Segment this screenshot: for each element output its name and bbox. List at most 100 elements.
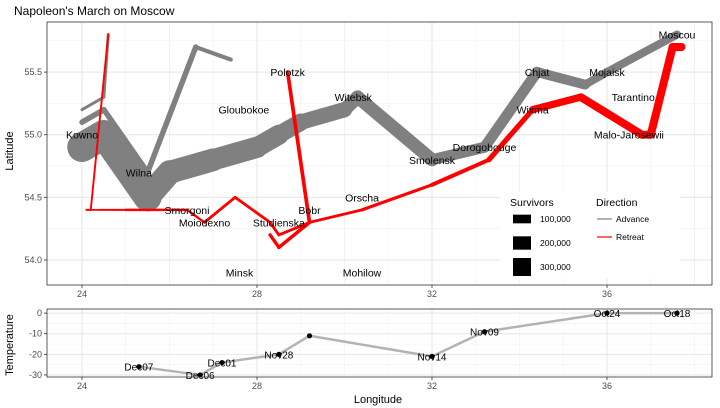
temperature-panel: 24 28 32 36 0 -10 -20 -30 Oct18 Oct24 Nov09 Nov14 No…	[29, 308, 713, 391]
city-label: Gloubokoe	[218, 105, 269, 117]
advance-path-segment	[602, 30, 682, 77]
retreat-path-segment	[233, 195, 272, 224]
retreat-path-segment	[277, 220, 312, 250]
temperature-point	[429, 353, 435, 359]
temp-x-tick-label: 28	[252, 381, 262, 391]
city-label: Moiodexno	[179, 217, 231, 229]
temperature-date-label: Dec07	[124, 363, 153, 374]
city-label: Mojaisk	[589, 67, 625, 79]
city-label: Smorgoni	[165, 205, 210, 217]
temperature-point	[197, 372, 203, 378]
city-label: Polotzk	[270, 67, 305, 79]
city-label: Orscha	[345, 192, 379, 204]
advance-path-segment	[532, 67, 591, 90]
retreat-path-segment	[646, 43, 677, 139]
legend-survivors-label: 300,000	[540, 262, 571, 272]
advance-path-segment	[80, 95, 106, 112]
retreat-path-segment	[203, 195, 237, 224]
temp-y-axis-title: Temperature	[4, 314, 16, 376]
map-x-tick-label: 28	[252, 289, 262, 299]
city-label: Moscou	[659, 30, 696, 42]
city-label: Tarantino	[612, 92, 655, 104]
advance-path-segment	[581, 68, 612, 89]
map-y-tick-label: 54.0	[24, 255, 42, 265]
temperature-point	[219, 359, 225, 366]
city-label: Dorogobouge	[453, 142, 517, 154]
city-label: Smolensk	[409, 155, 456, 167]
temp-y-tick-label: 0	[37, 308, 42, 318]
temperature-date-label: Nov28	[264, 350, 293, 361]
temperature-date-label: Nov14	[418, 352, 447, 363]
temperature-date-label: Oct24	[594, 309, 621, 320]
legend-direction-label: Retreat	[616, 232, 645, 242]
retreat-path-segment	[360, 183, 434, 212]
map-panel: 24 28 32 36 54.0 54.5 55.0 55.5 Kowno Wilna Smorgo…	[24, 21, 713, 299]
retreat-path-segment	[268, 233, 281, 250]
advance-path-segment	[101, 106, 151, 176]
retreat-path-segment	[185, 208, 206, 224]
map-y-tick-label: 55.5	[24, 67, 42, 77]
map-x-tick-label: 32	[427, 289, 437, 299]
retreat-path-segment	[528, 93, 585, 114]
legend-survivors-title: Survivors	[510, 197, 554, 209]
advance-path-segment	[89, 120, 162, 212]
temp-x-tick-label: 36	[602, 381, 612, 391]
map-y-tick-label: 55.0	[24, 130, 42, 140]
legend-survivors-label: 200,000	[540, 238, 571, 248]
retreat-path-segment	[430, 157, 491, 187]
map-x-tick-label: 24	[77, 289, 87, 299]
x-axis-title: Longitude	[354, 394, 402, 406]
advance-path-segment	[293, 101, 353, 130]
legend-direction-label: Advance	[616, 214, 649, 224]
temperature-point	[604, 310, 610, 316]
temperature-point	[481, 329, 488, 335]
legend-direction-title: Direction	[596, 197, 638, 209]
city-label: Minsk	[226, 267, 254, 279]
temperature-date-label: Dec01	[208, 359, 237, 370]
map-y-tick-label: 54.5	[24, 192, 42, 202]
temp-x-tick-label: 24	[77, 381, 87, 391]
city-label: Mohilow	[343, 267, 382, 279]
temperature-panel-background	[47, 309, 712, 377]
temperature-point	[136, 364, 142, 370]
city-label: Kowno	[66, 130, 98, 142]
temp-y-tick-label: -10	[29, 329, 42, 339]
advance-path-segment	[193, 44, 233, 62]
temp-y-tick-label: -20	[29, 349, 42, 359]
retreat-path-segment	[89, 33, 110, 211]
legend-survivors-key	[513, 236, 531, 250]
map-panel-border	[46, 21, 713, 286]
city-label: Chjat	[525, 67, 550, 79]
retreat-path-segment	[308, 208, 364, 224]
temp-y-tick-label: -30	[29, 370, 42, 380]
legend-survivors-key	[513, 258, 531, 276]
retreat-path-segment	[268, 220, 281, 237]
legend: Survivors 100,000 200,000 300,000 Direction A…	[500, 192, 680, 278]
map-x-tick-label: 36	[602, 289, 612, 299]
map-y-axis-title: Latitude	[4, 131, 16, 170]
advance-path-segment	[426, 141, 491, 166]
retreat-path-segment	[576, 93, 646, 139]
temperature-date-label: Nov09	[470, 328, 499, 339]
retreat-path-segment	[285, 70, 312, 225]
advance-path-segment	[144, 44, 199, 176]
city-label: Wilna	[126, 167, 152, 179]
legend-survivors-key	[513, 214, 531, 224]
chart-title: Napoleon's March on Moscow	[14, 4, 175, 18]
temperature-point	[674, 310, 680, 316]
temperature-point	[276, 351, 282, 357]
temperature-panel-border	[46, 308, 713, 378]
temp-x-tick-label: 32	[427, 381, 437, 391]
temperature-date-label: Oct18	[664, 309, 691, 320]
temperature-date-label: Dec06	[186, 371, 215, 382]
city-label: Witebsk	[335, 92, 373, 104]
city-label: Malo-Jarosewii	[594, 130, 664, 142]
legend-survivors-label: 100,000	[540, 214, 571, 224]
city-label: Bobr	[298, 205, 321, 217]
city-label: Studienska	[253, 217, 305, 229]
temperature-point	[306, 333, 313, 339]
city-label: Wixma	[517, 105, 549, 117]
advance-path-segment	[351, 90, 439, 167]
retreat-path-segment	[486, 107, 536, 163]
